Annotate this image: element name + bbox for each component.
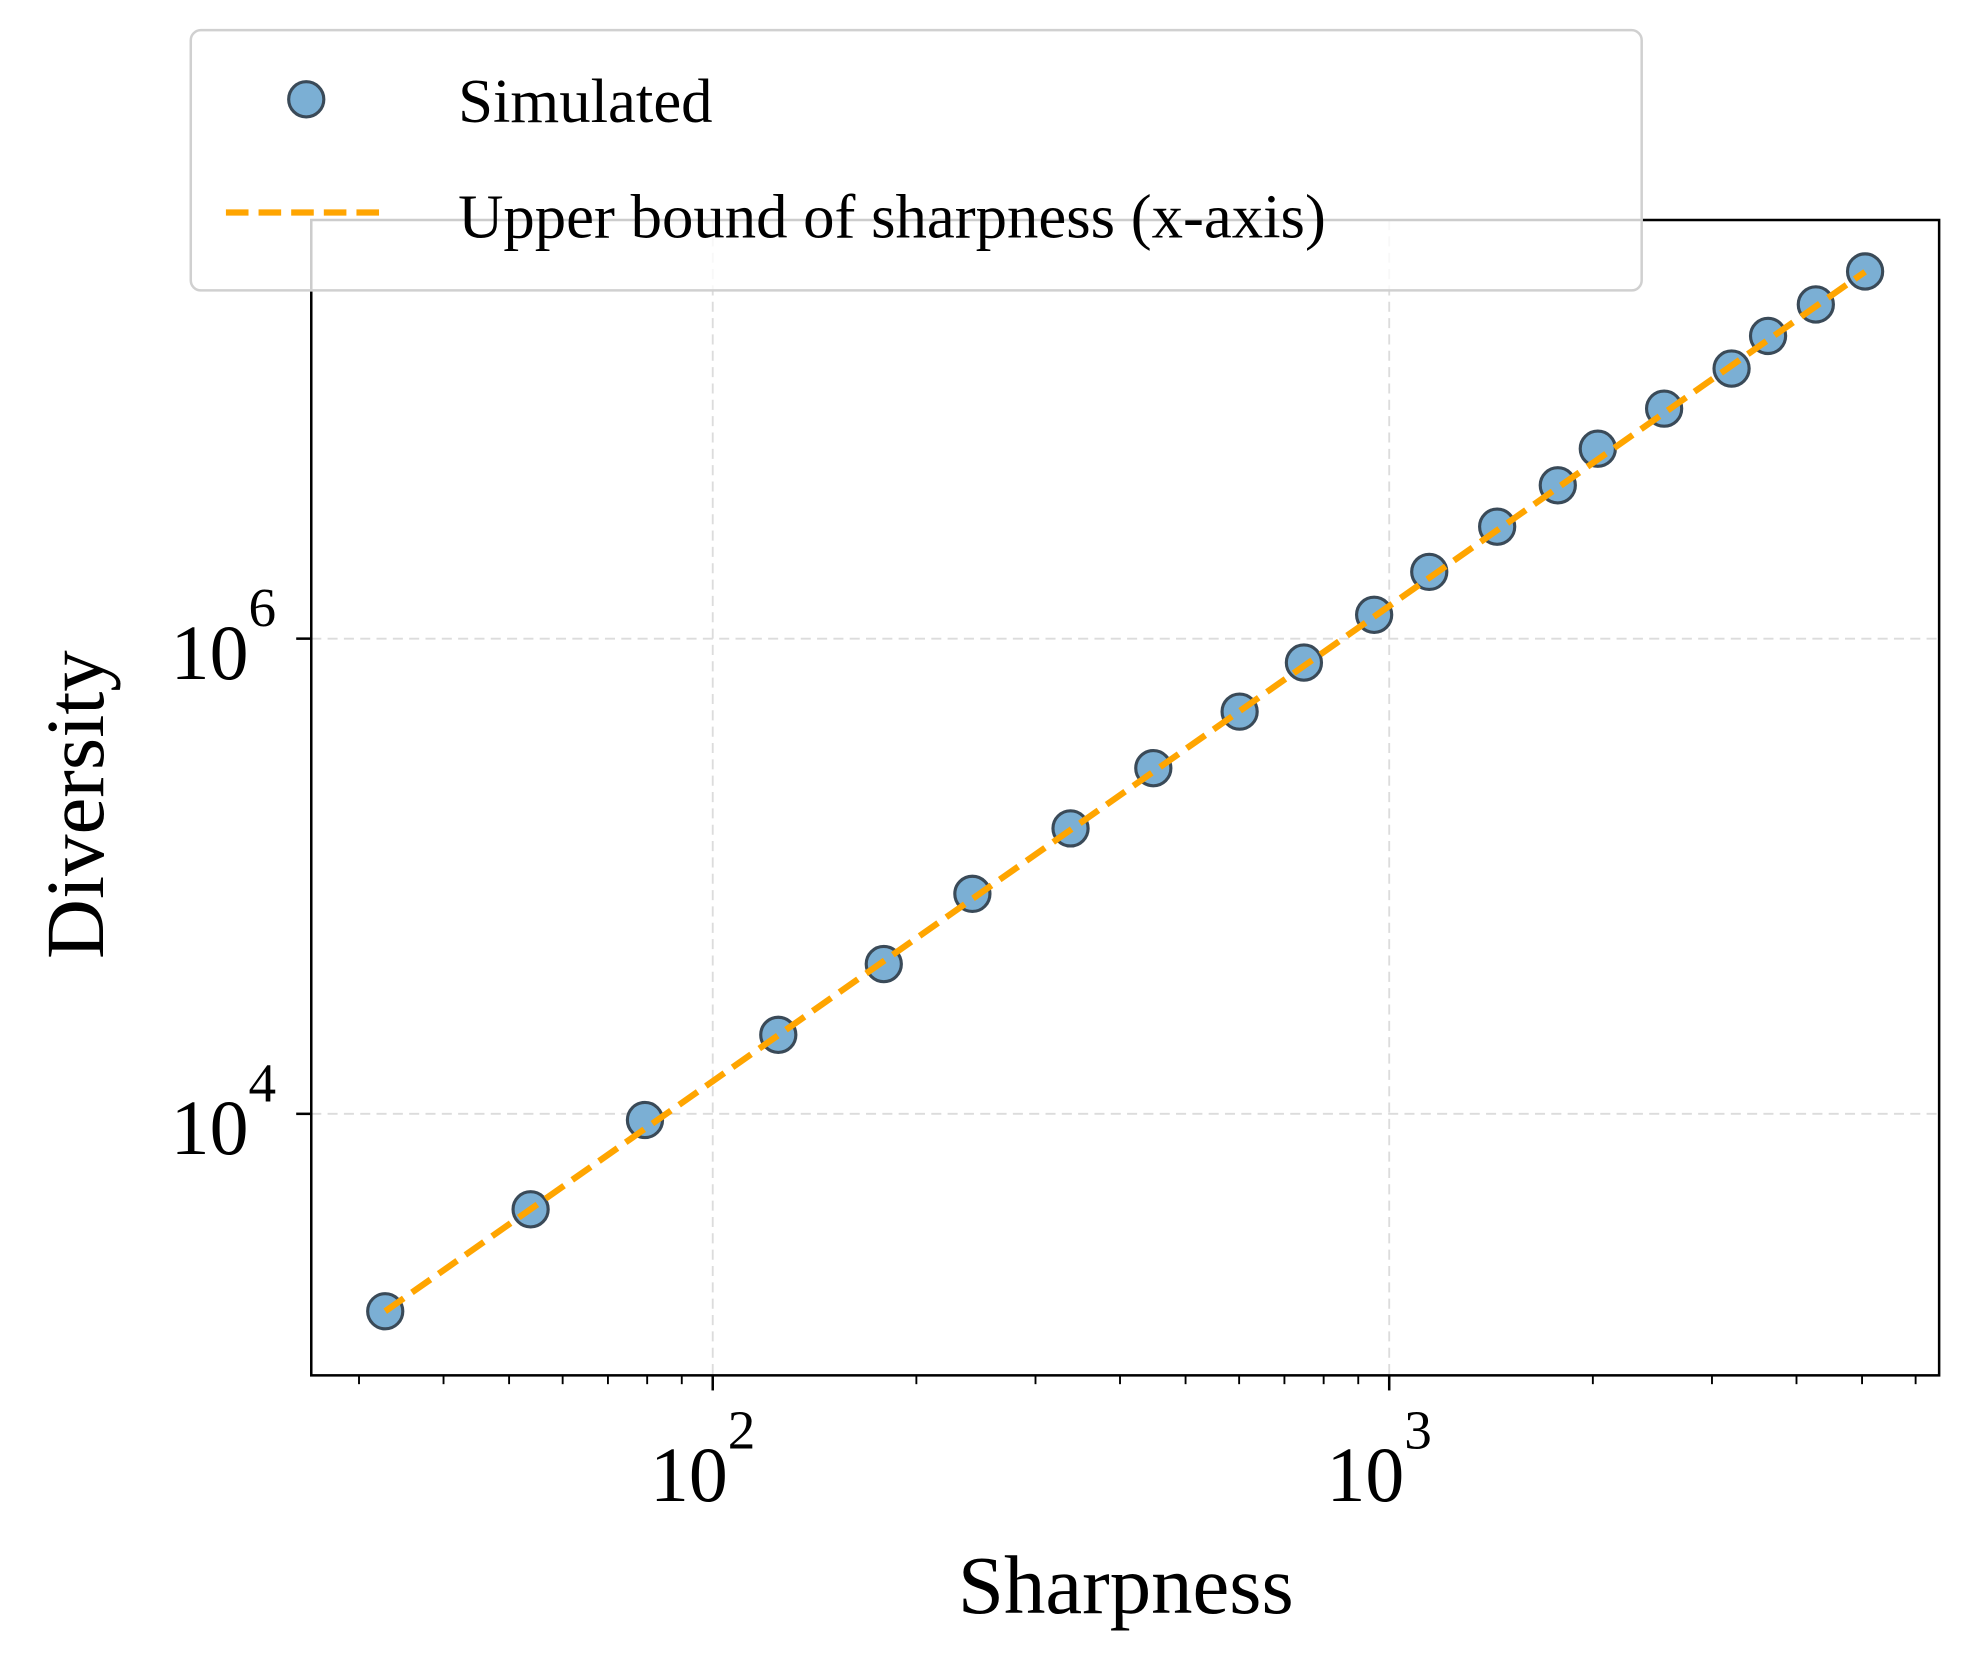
x-tick-exponent: 3: [1404, 1399, 1432, 1460]
legend-label-upper-bound: Upper bound of sharpness (x-axis): [458, 182, 1326, 252]
y-axis-label: Diversity: [29, 650, 121, 959]
plot-frame: [310, 218, 1941, 1377]
y-tick-label: 106: [171, 577, 276, 696]
legend-box: [189, 28, 1643, 292]
y-tick-exponent: 6: [249, 577, 277, 638]
scatter-points: [366, 252, 1885, 1331]
y-tick-label: 104: [171, 1052, 276, 1171]
data-point: [1845, 252, 1885, 291]
x-tick-label: 102: [650, 1399, 755, 1518]
grid: [311, 220, 1940, 1376]
upper-bound-line: [383, 269, 1867, 1314]
legend-label-simulated: Simulated: [458, 66, 712, 136]
data-point: [1410, 552, 1449, 592]
x-tick-label: 103: [1326, 1399, 1431, 1518]
x-axis-label: Sharpness: [958, 1539, 1294, 1631]
ticks: 102 103 104 106: [171, 577, 1917, 1518]
y-tick-exponent: 4: [249, 1052, 277, 1113]
plot-marks: [366, 252, 1885, 1331]
x-tick-exponent: 2: [728, 1399, 756, 1460]
legend-marker-simulated: [287, 80, 326, 119]
legend: Simulated Upper bound of sharpness (x-ax…: [189, 28, 1643, 292]
